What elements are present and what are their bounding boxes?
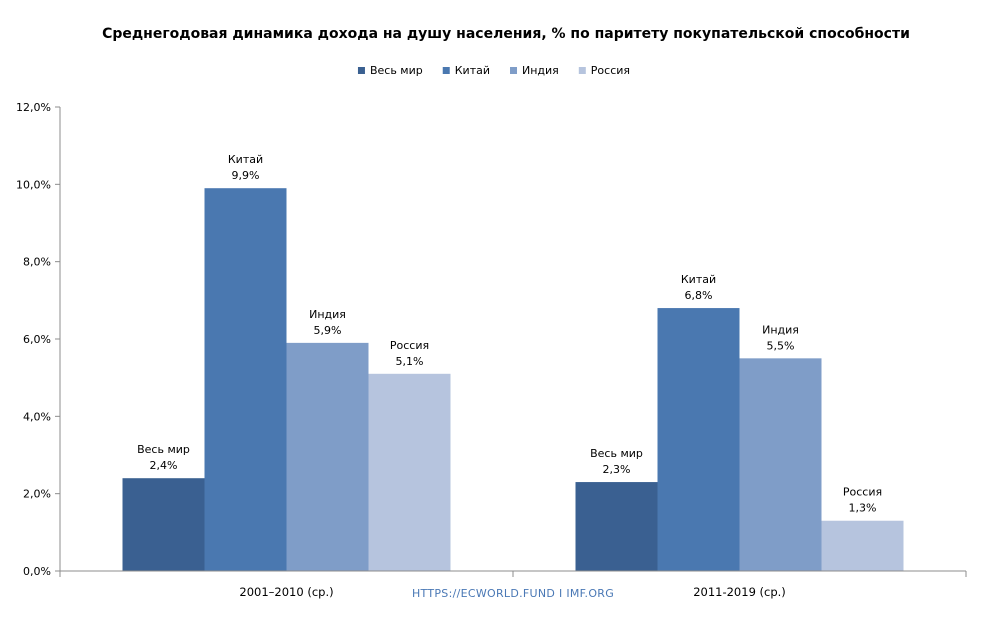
x-category-label: 2001–2010 (ср.)	[239, 585, 333, 599]
y-tick-label: 2,0%	[23, 488, 51, 501]
legend: Весь мир Китай Индия Россия	[357, 64, 630, 77]
data-label-value: 2,4%	[150, 459, 178, 472]
chart-title: Среднегодовая динамика дохода на душу на…	[102, 26, 910, 42]
y-tick-label: 8,0%	[23, 256, 51, 269]
data-label-series: Индия	[762, 323, 799, 336]
legend-swatch	[357, 67, 365, 74]
legend-swatch	[442, 67, 450, 74]
legend-label: Индия	[522, 64, 559, 77]
legend-label: Весь мир	[370, 64, 423, 77]
bar	[286, 342, 369, 571]
bar	[821, 520, 904, 571]
data-label-series: Россия	[843, 486, 882, 499]
data-label-value: 6,8%	[685, 289, 713, 302]
data-label-value: 5,5%	[767, 339, 795, 352]
data-label-value: 2,3%	[603, 463, 631, 476]
data-label-series: Китай	[228, 153, 263, 166]
bar	[739, 358, 822, 571]
data-label-series: Индия	[309, 308, 346, 321]
legend-swatch	[578, 67, 586, 74]
data-label-value: 5,9%	[314, 324, 342, 337]
legend-label: Россия	[591, 64, 630, 77]
data-label-value: 9,9%	[232, 169, 260, 182]
data-label-value: 5,1%	[396, 355, 424, 368]
y-tick-label: 10,0%	[16, 178, 51, 191]
bar	[204, 188, 287, 571]
data-label-series: Весь мир	[137, 443, 190, 456]
bars: Весь мир 2,4% Китай 9,9% Индия 5,9% Россия 5,1%…	[122, 153, 904, 571]
y-tick-label: 0,0%	[23, 565, 51, 578]
legend-swatch	[510, 67, 518, 74]
y-axis: 0,0% 2,0% 4,0% 6,0% 8,0% 10,0% 12,0%	[16, 101, 61, 578]
source-watermark: HTTPS://ECWORLD.FUND I IMF.ORG	[412, 587, 614, 600]
y-tick-label: 4,0%	[23, 410, 51, 423]
bar	[575, 482, 658, 571]
legend-label: Китай	[455, 64, 490, 77]
data-label-series: Китай	[681, 273, 716, 286]
x-axis: 2001–2010 (ср.) 2011-2019 (ср.)	[59, 570, 967, 599]
data-label-value: 1,3%	[849, 502, 877, 515]
x-category-label: 2011-2019 (ср.)	[693, 585, 786, 599]
bar	[122, 478, 205, 571]
y-tick-label: 12,0%	[16, 101, 51, 114]
y-tick-label: 6,0%	[23, 333, 51, 346]
bar	[368, 373, 451, 571]
bar	[657, 308, 740, 571]
data-label-series: Весь мир	[590, 447, 643, 460]
data-label-series: Россия	[390, 339, 429, 352]
